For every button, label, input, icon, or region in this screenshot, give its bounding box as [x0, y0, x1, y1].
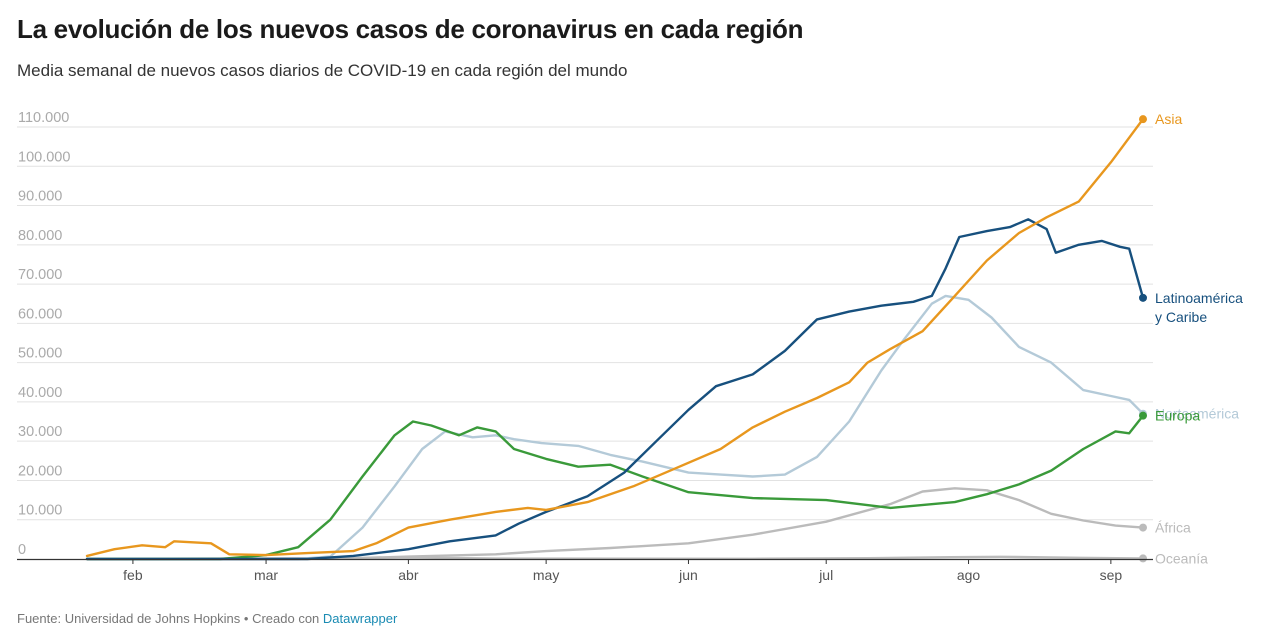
y-tick-label: 90.000 [18, 189, 62, 205]
series-line-4 [85, 218, 1145, 561]
x-tick-label: abr [398, 567, 419, 583]
footer-tool-link[interactable]: Datawrapper [322, 611, 398, 626]
y-tick-label: 10.000 [18, 503, 62, 519]
x-tick-label: jun [678, 567, 698, 583]
series-line-2 [85, 294, 1145, 561]
footer-source: Fuente: Universidad de Johns Hopkins • C… [17, 611, 323, 626]
y-tick-label: 60.000 [18, 306, 62, 322]
gridlines [17, 126, 1153, 521]
x-tick-label: jul [818, 567, 833, 583]
x-tick-label: feb [123, 567, 143, 583]
series-end-point [1139, 293, 1147, 302]
series-lines [85, 115, 1147, 563]
series-label: Europa [1155, 408, 1200, 424]
series-label: y Caribe [1155, 309, 1207, 325]
series-end-point [1139, 411, 1147, 420]
series-label: Oceanía [1155, 550, 1208, 566]
series-line-5 [85, 117, 1145, 558]
x-tick-label: sep [1100, 567, 1123, 583]
series-line-1 [85, 487, 1145, 561]
footer: Fuente: Universidad de Johns Hopkins • C… [17, 611, 397, 626]
series-line-3 [85, 414, 1145, 561]
x-tick-label: mar [254, 567, 278, 583]
chart-subtitle: Media semanal de nuevos casos diarios de… [17, 61, 628, 80]
y-tick-label: 40.000 [18, 385, 62, 401]
y-tick-label: 70.000 [18, 267, 62, 283]
y-tick-label: 30.000 [18, 424, 62, 440]
y-tick-label: 20.000 [18, 463, 62, 479]
series-label: África [1155, 520, 1191, 536]
x-tick-label: ago [957, 567, 981, 583]
chart-title: La evolución de los nuevos casos de coro… [17, 14, 804, 44]
y-tick-label: 80.000 [18, 228, 62, 244]
series-label: Latinoamérica [1155, 290, 1243, 306]
y-tick-label: 110.000 [18, 110, 69, 126]
y-tick-label: 100.000 [18, 149, 70, 165]
line-chart: 0 10.000 20.000 30.000 40.000 50.000 60.000 70.… [17, 110, 1243, 583]
series-end-point [1139, 554, 1147, 563]
x-axis-labels: feb mar abr may jun jul ago sep [123, 559, 1122, 583]
x-tick-label: may [533, 567, 559, 583]
series-end-point [1139, 115, 1147, 124]
y-tick-label: 50.000 [18, 346, 62, 362]
series-label: Asia [1155, 111, 1182, 127]
y-axis-labels: 0 10.000 20.000 30.000 40.000 50.000 60.000 70.… [18, 110, 70, 558]
series-label: Norteamérica [1155, 406, 1239, 422]
series-end-point [1139, 523, 1147, 532]
y-tick-label: 0 [18, 542, 26, 558]
